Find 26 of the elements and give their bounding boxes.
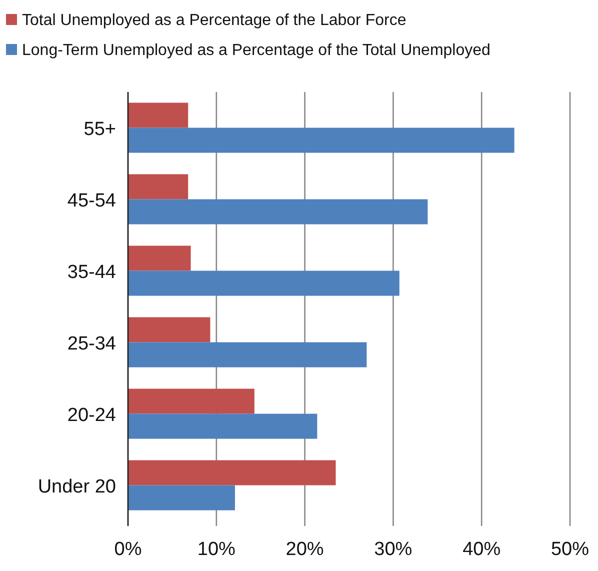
bar: [128, 174, 188, 200]
bar: [128, 128, 514, 153]
y-tick-label: Under 20: [38, 476, 116, 498]
x-tick-label: 50%: [550, 539, 590, 560]
bar: [128, 102, 188, 128]
x-tick-label: 30%: [374, 539, 412, 560]
legend-label: Total Unemployed as a Percentage of the Labor Force: [22, 12, 406, 29]
y-tick-label: 55+: [84, 118, 116, 140]
y-tick-label: 20-24: [67, 404, 116, 426]
bar: [128, 270, 400, 296]
bar: [128, 246, 191, 271]
bar: [128, 485, 235, 510]
x-tick-label: 0%: [114, 539, 142, 560]
bar: [128, 460, 336, 486]
legend-label: Long-Term Unemployed as a Percentage of the Total Unemployed: [22, 42, 490, 59]
y-tick-label: 25-34: [67, 333, 116, 354]
x-tick-label: 40%: [462, 539, 501, 560]
bar: [128, 388, 254, 414]
bar: [128, 317, 210, 342]
x-tick-label: 20%: [286, 539, 324, 560]
y-tick-label: 35-44: [67, 262, 116, 283]
y-tick-label: 45-54: [67, 190, 116, 212]
bar: [128, 414, 318, 439]
bar: [128, 342, 367, 368]
x-tick-label: 10%: [197, 539, 236, 560]
bar: [128, 199, 428, 224]
